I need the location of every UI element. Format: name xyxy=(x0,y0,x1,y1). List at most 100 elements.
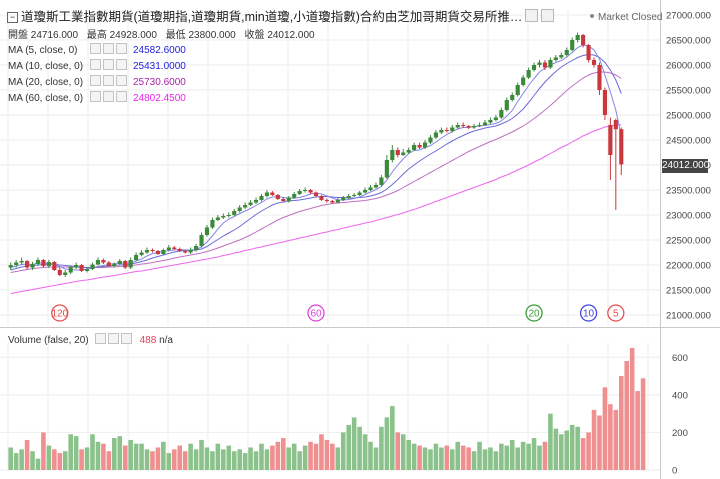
candle xyxy=(57,267,62,276)
candle xyxy=(422,140,428,149)
candle-body xyxy=(510,95,515,100)
volume-bar xyxy=(319,434,324,470)
candle-body xyxy=(362,190,368,193)
settings-icon[interactable] xyxy=(103,43,114,54)
candle xyxy=(275,194,280,200)
candle-body xyxy=(602,90,607,115)
volume-bar xyxy=(373,447,379,470)
candle-body xyxy=(401,152,406,155)
close-icon[interactable] xyxy=(116,59,127,70)
volume-bar xyxy=(221,449,226,470)
volume-bar xyxy=(477,441,482,470)
volume-bar xyxy=(466,447,471,470)
candle-body xyxy=(330,201,335,203)
volume-bar xyxy=(608,404,613,470)
candle xyxy=(433,130,439,139)
ma20-legend[interactable]: MA (20, close, 0) 25730.6000 xyxy=(8,75,186,88)
volume-bar xyxy=(379,426,384,470)
candle xyxy=(450,125,455,133)
volume-bar xyxy=(482,449,488,470)
candle-body xyxy=(106,262,111,266)
candle-body xyxy=(139,252,144,255)
period-marker-label: 10 xyxy=(583,309,595,320)
close-icon[interactable] xyxy=(120,333,132,344)
ma10-legend[interactable]: MA (10, close, 0) 25431.0000 xyxy=(8,59,186,72)
candle xyxy=(428,135,433,144)
candle-body xyxy=(455,125,460,128)
collapse-toggle-icon[interactable]: − xyxy=(7,12,18,23)
candle xyxy=(379,175,384,186)
price-tick-label: 23500.000 xyxy=(666,186,711,197)
candle xyxy=(52,261,57,271)
candle-body xyxy=(52,262,57,270)
candle-body xyxy=(25,261,30,268)
eye-icon[interactable] xyxy=(90,59,101,70)
candle xyxy=(395,147,400,158)
candle-body xyxy=(79,265,84,271)
candle xyxy=(488,117,493,124)
ma60-legend[interactable]: MA (60, close, 0) 24802.4500 xyxy=(8,91,186,104)
settings-icon[interactable] xyxy=(107,333,119,344)
candle-body xyxy=(134,255,139,260)
close-value: 24012.000 xyxy=(267,30,315,41)
eye-icon[interactable] xyxy=(90,43,101,54)
title-eye-icon[interactable] xyxy=(525,9,539,22)
volume-bar xyxy=(150,451,155,470)
volume-bar xyxy=(493,451,499,470)
price-tick-label: 26000.000 xyxy=(666,61,711,72)
close-icon[interactable] xyxy=(116,75,127,86)
volume-bar xyxy=(30,451,35,470)
volume-bar xyxy=(602,387,608,470)
price-tick-label: 22500.000 xyxy=(666,236,711,247)
volume-bar xyxy=(395,432,401,470)
candle-body xyxy=(237,207,242,211)
candle xyxy=(352,193,357,197)
candle xyxy=(346,194,351,199)
candle xyxy=(215,215,220,221)
settings-icon[interactable] xyxy=(103,59,114,70)
candle-body xyxy=(521,77,526,85)
candle-body xyxy=(461,125,466,126)
volume-bar xyxy=(237,449,242,470)
candle xyxy=(510,92,515,102)
candle-body xyxy=(619,129,624,165)
eye-icon[interactable] xyxy=(90,91,101,102)
candle xyxy=(559,52,564,59)
settings-icon[interactable] xyxy=(103,91,114,102)
volume-bar xyxy=(155,447,161,470)
candle-body xyxy=(188,250,193,253)
candle-body xyxy=(379,177,384,185)
ohlc-legend: 開盤 24716.000 最高 24928.000 最低 23800.000 收… xyxy=(8,30,315,41)
open-value: 24716.000 xyxy=(30,30,79,41)
candle xyxy=(177,247,182,252)
settings-icon[interactable] xyxy=(103,75,114,86)
close-icon[interactable] xyxy=(116,91,127,102)
volume-bar xyxy=(406,439,411,470)
volume-bar xyxy=(504,445,510,470)
candle xyxy=(46,260,51,268)
candle-body xyxy=(422,142,428,148)
candle-body xyxy=(417,145,422,148)
eye-icon[interactable] xyxy=(94,333,106,344)
candle xyxy=(526,67,531,79)
candle xyxy=(362,187,368,194)
candle-body xyxy=(172,247,177,249)
candle-body xyxy=(128,260,133,268)
volume-bar xyxy=(199,439,204,470)
candle xyxy=(575,32,580,43)
ma5-legend[interactable]: MA (5, close, 0) 24582.6000 xyxy=(8,43,186,56)
eye-icon[interactable] xyxy=(90,75,101,86)
volume-bar xyxy=(68,434,73,470)
volume-legend[interactable]: Volume (false, 20) 488 n/a xyxy=(8,333,173,346)
title-settings-icon[interactable] xyxy=(541,9,555,22)
candle-body xyxy=(395,150,400,155)
candle-body xyxy=(526,70,531,78)
volume-bar xyxy=(548,413,553,470)
candle-body xyxy=(575,35,580,40)
candle xyxy=(602,87,607,120)
close-icon[interactable] xyxy=(116,43,127,54)
candle-body xyxy=(84,269,90,271)
candle xyxy=(537,60,542,68)
candle xyxy=(292,192,297,199)
